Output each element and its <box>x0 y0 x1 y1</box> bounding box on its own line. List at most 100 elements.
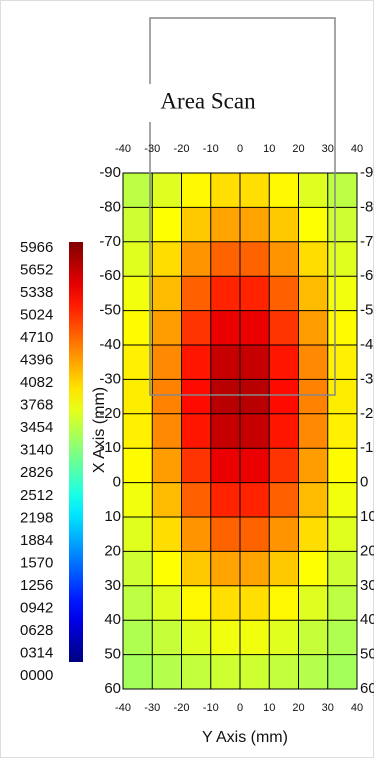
heat-cell <box>181 173 212 208</box>
heat-cell <box>123 241 153 277</box>
colorbar-tick-label: 1884 <box>20 532 53 549</box>
heat-cell <box>240 173 270 208</box>
heat-cell <box>210 173 241 208</box>
heat-cell <box>123 310 153 346</box>
heat-cell <box>123 517 153 552</box>
heat-cell <box>152 310 182 346</box>
heat-cell <box>269 620 299 656</box>
heat-cell <box>123 654 153 690</box>
heat-cell <box>298 448 329 484</box>
y-tick-label: 50 <box>104 646 121 663</box>
title-bg <box>140 84 275 122</box>
y-tick-label: -90 <box>360 164 374 181</box>
y-tick-label: -80 <box>99 198 121 215</box>
y-tick-label: -60 <box>99 267 121 284</box>
heat-cell <box>269 517 299 552</box>
heat-cell <box>123 482 153 518</box>
heat-cell <box>181 448 212 484</box>
heat-cell <box>181 517 212 552</box>
y-tick-label: 60 <box>104 680 121 697</box>
heat-cell <box>123 379 153 415</box>
heat-cell <box>327 517 358 552</box>
heat-cell <box>298 620 329 656</box>
colorbar-tick-label: 2826 <box>20 464 53 481</box>
heat-cell <box>181 379 212 415</box>
heatmap <box>123 173 358 690</box>
heat-cell <box>240 310 270 346</box>
y-tick-label: -40 <box>360 336 374 353</box>
y-tick-label: 40 <box>104 611 121 628</box>
y-tick-label: -70 <box>360 233 374 250</box>
x-axis-title: Y Axis (mm) <box>202 729 288 746</box>
heat-cell <box>152 173 182 208</box>
colorbar-tick-label: 4710 <box>20 329 53 346</box>
heat-cell <box>123 345 153 380</box>
heat-cell <box>123 413 153 449</box>
heat-cell <box>210 276 241 312</box>
heat-cell <box>210 241 241 277</box>
heat-cell <box>240 345 270 380</box>
colorbar <box>69 242 83 662</box>
heat-cell <box>240 276 270 312</box>
scan-box <box>149 17 336 396</box>
heat-cell <box>327 173 358 208</box>
colorbar-tick-label: 5652 <box>20 261 53 278</box>
heat-cell <box>210 482 241 518</box>
heat-cell <box>298 207 329 243</box>
colorbar-tick-label: 0000 <box>20 667 53 684</box>
heat-cell <box>210 620 241 656</box>
heat-cell <box>240 654 270 690</box>
heat-cell <box>210 448 241 484</box>
y-tick-label: -70 <box>99 233 121 250</box>
y-tick-label: 0 <box>113 474 121 491</box>
y-tick-label: 50 <box>360 646 374 663</box>
heat-cell <box>210 207 241 243</box>
y-tick-label: -20 <box>99 405 121 422</box>
heat-cell <box>123 585 153 621</box>
heat-cell <box>298 517 329 552</box>
colorbar-tick-label: 3140 <box>20 442 53 459</box>
x-tick-label: -20 <box>174 702 190 714</box>
heat-cell <box>240 207 270 243</box>
y-tick-label: -20 <box>360 405 374 422</box>
y-tick-label: -50 <box>99 302 121 319</box>
heat-cell <box>181 482 212 518</box>
heat-cell <box>327 310 358 346</box>
heat-cell <box>269 551 299 587</box>
x-tick-label: 10 <box>263 702 275 714</box>
colorbar-tick-label: 4396 <box>20 352 53 369</box>
y-tick-label: -80 <box>360 198 374 215</box>
x-tick-label: -30 <box>144 143 160 155</box>
y-tick-label: -50 <box>360 302 374 319</box>
x-tick-label: 0 <box>237 702 243 714</box>
heat-cell <box>210 379 241 415</box>
x-tick-label: -40 <box>115 702 131 714</box>
heat-cell <box>327 620 358 656</box>
heat-cell <box>181 620 212 656</box>
heat-cell <box>123 207 153 243</box>
heat-cell <box>269 345 299 380</box>
x-tick-label: -10 <box>203 702 219 714</box>
heat-cell <box>327 276 358 312</box>
y-tick-label: -60 <box>360 267 374 284</box>
heat-cell <box>269 310 299 346</box>
heat-cell <box>240 448 270 484</box>
heat-cell <box>240 482 270 518</box>
heat-cell <box>298 276 329 312</box>
colorbar-tick-label: 0942 <box>20 599 53 616</box>
y-tick-label: 10 <box>104 508 121 525</box>
heat-cell <box>210 413 241 449</box>
heat-cell <box>210 551 241 587</box>
y-axis-title: X Axis (mm) <box>91 387 108 473</box>
heat-cell <box>269 413 299 449</box>
heat-cell <box>210 654 241 690</box>
y-tick-label: -90 <box>99 164 121 181</box>
x-tick-label: 0 <box>237 143 243 155</box>
y-tick-label: 20 <box>104 542 121 559</box>
colorbar-tick-label: 2512 <box>20 487 53 504</box>
heat-cell <box>298 173 329 208</box>
heat-cell <box>269 207 299 243</box>
heat-cell <box>152 207 182 243</box>
heat-cell <box>152 379 182 415</box>
heat-cell <box>240 379 270 415</box>
